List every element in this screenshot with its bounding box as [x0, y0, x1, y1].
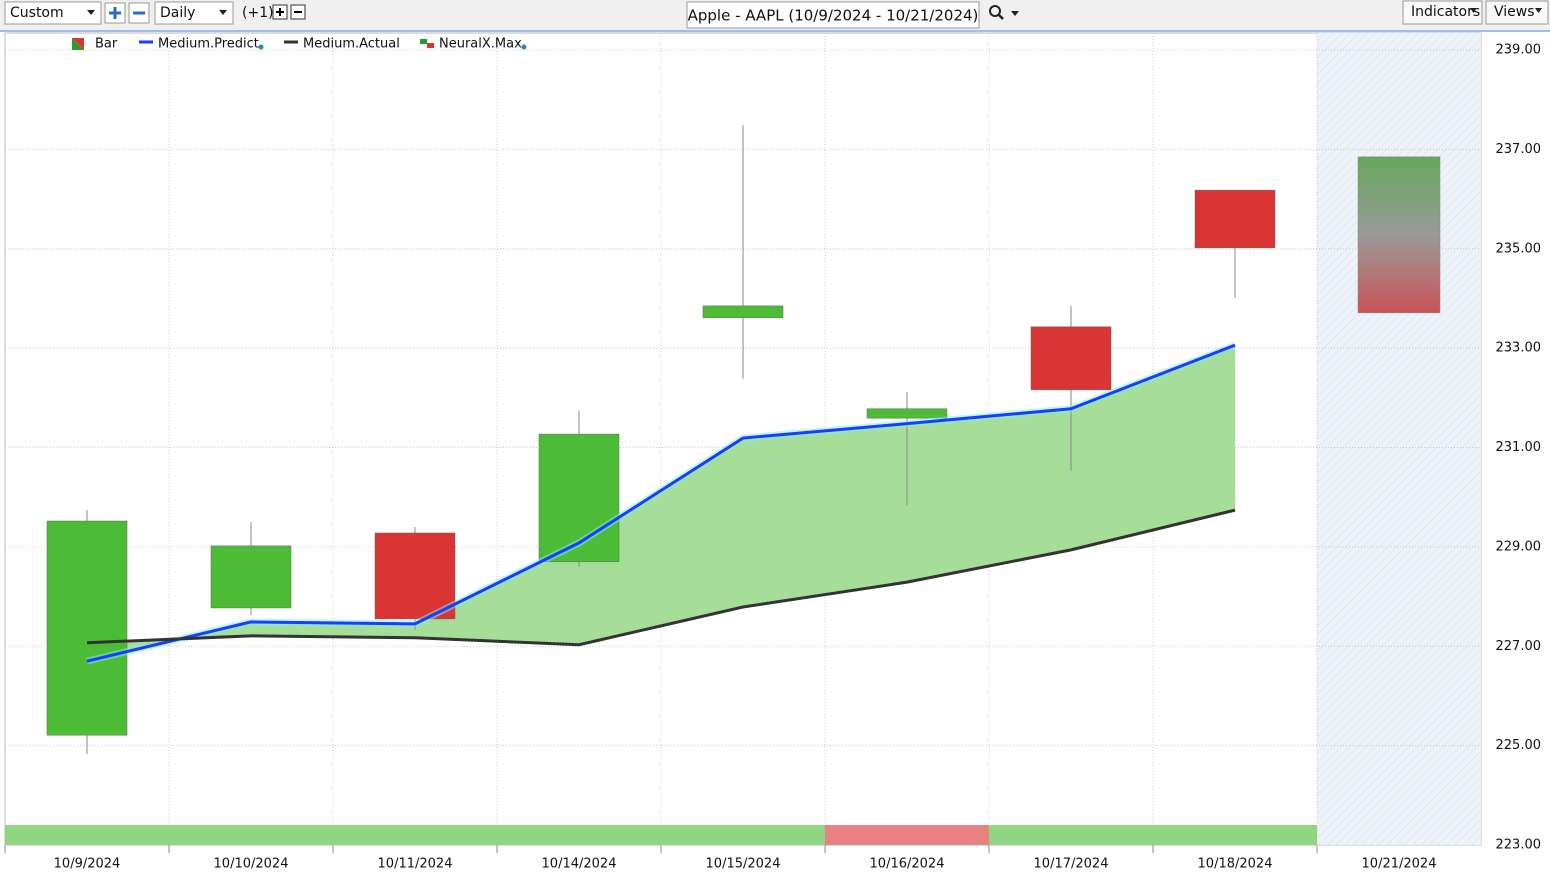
x-tick-label: 10/9/2024 [54, 857, 121, 872]
offset-minus[interactable] [290, 4, 306, 20]
indicators-button[interactable]: Indicators [1402, 0, 1483, 25]
chart-title: Apple - AAPL (10/9/2024 - 10/21/2024) [688, 7, 979, 25]
forecast-box [1357, 156, 1441, 314]
candle-body [702, 305, 784, 319]
signal-cell [1153, 825, 1317, 845]
views-text: Views [1494, 4, 1535, 20]
candle-body [374, 532, 456, 620]
title-box [686, 1, 980, 29]
offset-plus[interactable] [272, 4, 288, 20]
legend-label: NeuralX.Max [439, 37, 522, 52]
candle-body [1194, 189, 1276, 249]
y-tick-label: 231.00 [1496, 440, 1542, 455]
x-tick-label: 10/15/2024 [706, 857, 781, 872]
candle-body [46, 520, 128, 736]
layout-dropdown[interactable]: Custom [4, 1, 102, 25]
offset-text: (+1) [242, 5, 274, 21]
layout-text: Custom [10, 5, 64, 21]
signal-cell [825, 825, 989, 845]
y-tick-label: 239.00 [1496, 43, 1542, 58]
y-tick-label: 229.00 [1496, 539, 1542, 554]
interval-dropdown[interactable]: Daily [154, 1, 234, 25]
forecast-zone [1317, 33, 1481, 845]
candle-body [210, 545, 292, 609]
signal-cell [661, 825, 825, 845]
signal-cell [169, 825, 333, 845]
x-tick-label: 10/11/2024 [378, 857, 453, 872]
search-button[interactable] [989, 5, 1019, 20]
y-tick-label: 233.00 [1496, 341, 1542, 356]
y-tick-label: 237.00 [1496, 142, 1542, 157]
y-tick-label: 223.00 [1496, 838, 1542, 853]
legend-label: Medium.Predict [158, 37, 259, 52]
legend-label: Bar [95, 37, 118, 52]
signal-cell [497, 825, 661, 845]
candle-body [866, 408, 948, 419]
x-tick-label: 10/14/2024 [542, 857, 617, 872]
x-tick-label: 10/10/2024 [214, 857, 289, 872]
x-tick-label: 10/21/2024 [1362, 857, 1437, 872]
legend-label: Medium.Actual [303, 37, 400, 52]
y-tick-label: 227.00 [1496, 639, 1542, 654]
indicators-text: Indicators [1411, 4, 1480, 20]
y-tick-label: 235.00 [1496, 241, 1542, 256]
x-tick-label: 10/18/2024 [1198, 857, 1273, 872]
signal-cell [333, 825, 497, 845]
candle-body [1030, 326, 1112, 391]
x-tick-label: 10/17/2024 [1034, 857, 1109, 872]
prediction-band [87, 345, 1235, 662]
views-button[interactable]: Views [1485, 0, 1549, 25]
series-line [86, 508, 1236, 647]
y-tick-label: 225.00 [1496, 738, 1542, 753]
x-tick-label: 10/16/2024 [870, 857, 945, 872]
signal-cell [5, 825, 169, 845]
series-line [86, 343, 1236, 663]
legend: Bar Medium.Predict Medium.Actual NeuralX… [72, 37, 527, 52]
signal-cell [989, 825, 1153, 845]
zoom-out[interactable] [128, 2, 150, 24]
interval-text: Daily [160, 5, 195, 21]
zoom-in[interactable] [104, 2, 126, 24]
